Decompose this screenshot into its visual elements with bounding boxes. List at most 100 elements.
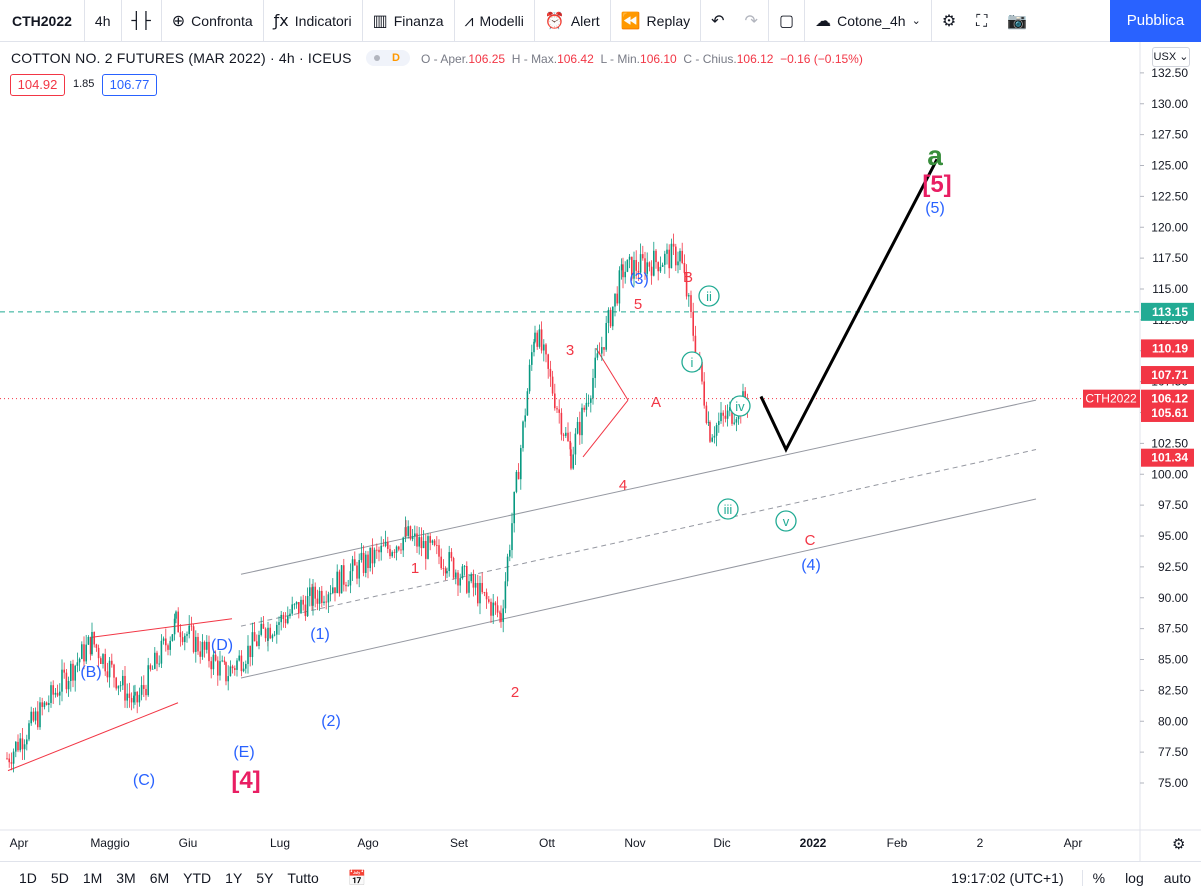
percent-toggle[interactable]: % <box>1081 869 1115 886</box>
layout-menu-button[interactable]: ☁ Cotone_4h ⌄ <box>805 0 932 42</box>
candle-body <box>416 533 418 547</box>
wave-label-circle <box>775 510 797 532</box>
candle-body <box>165 638 167 646</box>
range-6m[interactable]: 6M <box>149 869 170 886</box>
range-1d[interactable]: 1D <box>19 869 37 886</box>
candle-body <box>677 261 679 266</box>
redo-button[interactable]: ↷ <box>735 0 769 42</box>
buy-price-button[interactable]: 106.77 <box>102 74 157 96</box>
candle-body <box>452 558 455 578</box>
candle-body <box>384 541 387 546</box>
candle-body <box>664 253 666 265</box>
candle-body <box>450 552 453 559</box>
range-1m[interactable]: 1M <box>82 869 103 886</box>
candle-body <box>318 590 321 604</box>
candle-body <box>376 549 378 551</box>
wave-label: A <box>651 394 661 411</box>
candle-body <box>646 262 648 274</box>
currency-selector[interactable]: USX ⌄ <box>1152 47 1190 67</box>
range-all[interactable]: Tutto <box>287 869 319 886</box>
wedge-lower-line[interactable] <box>7 702 179 772</box>
candle-body <box>332 587 334 594</box>
price-chart[interactable]: 75.00 77.50 80.00 82.50 85.00 87.50 90.00 92.50… <box>0 42 1201 861</box>
candle-body <box>6 758 8 760</box>
range-3m[interactable]: 3M <box>116 869 136 886</box>
candle-body <box>74 665 76 681</box>
range-ytd[interactable]: YTD <box>183 869 212 886</box>
candle-body <box>269 627 271 639</box>
candle-body <box>23 744 26 750</box>
candle-body <box>149 665 152 670</box>
projection-path[interactable] <box>759 158 939 453</box>
log-toggle[interactable]: log <box>1125 869 1144 886</box>
finance-button[interactable]: ▥ Finanza <box>363 0 455 42</box>
candle-body <box>179 632 182 638</box>
candle-body <box>210 661 212 670</box>
replay-button[interactable]: ⏪ Replay <box>611 0 702 42</box>
auto-toggle[interactable]: auto <box>1163 869 1191 886</box>
bottom-toolbar: 1D 5D 1M 3M 6M YTD 1Y 5Y Tutto 📅 19:17:0… <box>0 861 1201 893</box>
candle-body <box>365 554 367 573</box>
wave-label: 2 <box>511 684 519 701</box>
gear-icon: ⚙ <box>941 11 957 30</box>
fullscreen-layout-button[interactable]: ▢ <box>769 0 806 42</box>
candle-body <box>429 536 431 543</box>
y-tick-label: 122.50 <box>1151 189 1188 203</box>
candle-body <box>393 552 396 553</box>
range-5y[interactable]: 5Y <box>256 869 274 886</box>
channel-lower-line[interactable] <box>240 498 1037 679</box>
cloud-icon: ☁ <box>815 11 832 30</box>
templates-button[interactable]: ⩘ Modelli <box>455 0 535 42</box>
candle-body <box>186 634 188 636</box>
price-tag-label: 110.19 <box>1152 341 1188 355</box>
candle-body <box>8 758 10 763</box>
wave-label-circle <box>681 351 703 373</box>
interval-button[interactable]: 4h <box>85 0 122 42</box>
candle-body <box>145 688 147 696</box>
indicators-button[interactable]: ƒx Indicatori <box>264 0 363 42</box>
fullscreen-button[interactable]: ⛶ <box>966 0 997 42</box>
candle-body <box>271 635 274 639</box>
publish-button[interactable]: Pubblica <box>1110 0 1201 42</box>
snapshot-button[interactable]: 📷 <box>997 0 1037 42</box>
range-5d[interactable]: 5D <box>50 869 69 886</box>
triangle-upper-line[interactable] <box>595 348 629 401</box>
goto-date-icon[interactable]: 📅 <box>347 868 367 887</box>
candle-body <box>323 601 325 604</box>
candle-body <box>126 693 128 701</box>
candle-body <box>367 554 369 569</box>
candle-body <box>587 402 590 404</box>
channel-upper-line[interactable] <box>240 399 1037 575</box>
candle-body <box>34 711 37 721</box>
candle-body <box>650 266 653 276</box>
candle-body <box>253 632 256 642</box>
candle-body <box>247 645 249 664</box>
bar-style-button[interactable]: ┤├ <box>122 0 162 42</box>
candle-body <box>470 574 472 582</box>
candle-body <box>212 654 215 670</box>
candle-body <box>576 421 579 434</box>
candle-body <box>657 262 659 272</box>
compare-button[interactable]: ⊕ Confronta <box>162 0 264 42</box>
candle-body <box>117 685 120 689</box>
range-1y[interactable]: 1Y <box>225 869 243 886</box>
channel-midline[interactable] <box>240 449 1037 627</box>
candle-body <box>726 410 729 419</box>
candle-body <box>744 391 746 402</box>
candle-body <box>731 406 733 424</box>
candle-body <box>214 654 217 661</box>
wedge-upper-line[interactable] <box>91 618 233 638</box>
clock[interactable]: 19:17:02 (UTC+1) <box>951 869 1064 886</box>
candle-body <box>195 636 197 652</box>
triangle-lower-line[interactable] <box>582 399 629 458</box>
sell-price-button[interactable]: 104.92 <box>10 74 65 96</box>
settings-button[interactable]: ⚙ <box>932 0 966 42</box>
candle-body <box>703 381 705 406</box>
candle-body <box>601 347 603 354</box>
symbol-search-button[interactable]: CTH2022 <box>0 0 85 42</box>
candle-body <box>425 541 427 559</box>
alert-button[interactable]: ⏰ Alert <box>535 0 611 42</box>
candle-body <box>675 246 677 266</box>
candle-body <box>162 638 165 641</box>
undo-button[interactable]: ↶ <box>701 0 734 42</box>
